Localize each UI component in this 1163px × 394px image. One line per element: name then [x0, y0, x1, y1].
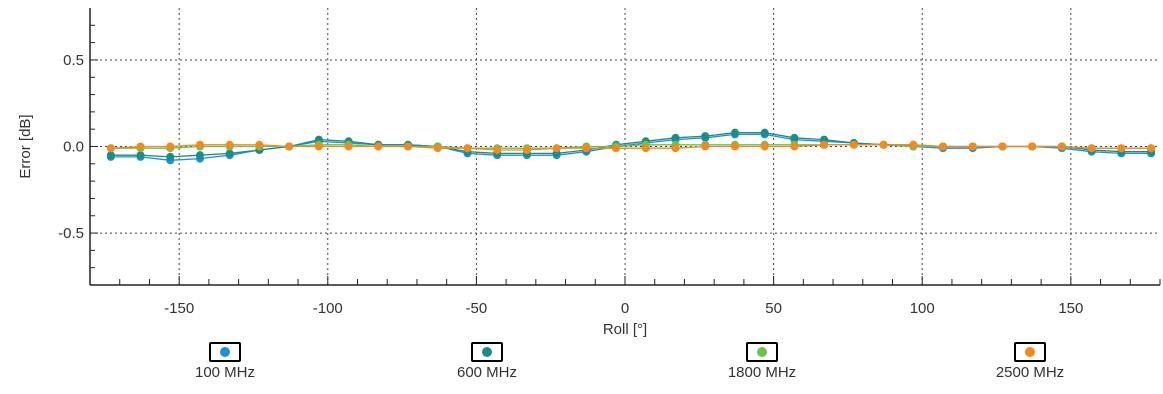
legend-label: 600 MHz [456, 364, 518, 381]
legend-label: 100 MHz [194, 364, 256, 381]
series-100-mhz [106, 130, 1156, 165]
data-point [404, 142, 413, 151]
data-point [225, 149, 234, 158]
legend-swatch [746, 342, 778, 362]
data-point [671, 133, 680, 142]
data-point [106, 151, 115, 160]
x-tick-label: -100 [313, 300, 343, 317]
legend-label: 2500 MHz [995, 364, 1065, 381]
x-tick-label: 0 [621, 300, 629, 317]
axes [89, 8, 1161, 286]
data-point [1117, 144, 1126, 153]
data-point [344, 142, 353, 151]
legend-marker [1025, 347, 1035, 357]
data-point [760, 128, 769, 137]
data-point [225, 140, 234, 149]
data-point [820, 140, 829, 149]
data-point [612, 144, 621, 153]
data-point [790, 142, 799, 151]
series-2500-mhz [106, 140, 1156, 154]
data-point [314, 142, 323, 151]
data-point [552, 144, 561, 153]
x-tick-label: 50 [765, 300, 782, 317]
data-point [285, 142, 294, 151]
data-point [195, 151, 204, 160]
data-point [582, 144, 591, 153]
legend-label: 1800 MHz [727, 364, 797, 381]
legend-swatch [1014, 342, 1046, 362]
data-point [760, 142, 769, 151]
x-axis-title: Roll [°] [603, 321, 647, 338]
y-tick-label: -0.5 [58, 225, 84, 242]
legend-item: 2500 MHz [960, 342, 1100, 381]
data-point [671, 144, 680, 153]
data-point [255, 140, 264, 149]
series-layer [106, 128, 1156, 165]
data-point [1028, 142, 1037, 151]
y-tick-label: 0.5 [63, 52, 84, 69]
data-point [106, 144, 115, 153]
y-axis-title: Error [dB] [17, 114, 34, 178]
data-point [701, 142, 710, 151]
data-point [641, 144, 650, 153]
data-point [730, 128, 739, 137]
data-point [136, 142, 145, 151]
data-point [909, 140, 918, 149]
data-point [522, 145, 531, 154]
legend-item: 600 MHz [417, 342, 557, 381]
data-point [730, 142, 739, 151]
data-point [166, 142, 175, 151]
data-point [166, 152, 175, 161]
data-point [879, 140, 888, 149]
x-tick-label: -150 [164, 300, 194, 317]
data-point [968, 142, 977, 151]
data-point [1057, 142, 1066, 151]
series-line [110, 133, 1152, 161]
data-point [849, 140, 858, 149]
data-point [195, 140, 204, 149]
legend-item: 100 MHz [155, 342, 295, 381]
data-point [374, 142, 383, 151]
data-point [1087, 144, 1096, 153]
x-tick-label: 100 [910, 300, 935, 317]
series-line [110, 144, 1152, 151]
data-point [998, 142, 1007, 151]
data-point [433, 144, 442, 153]
x-tick-label: 150 [1058, 300, 1083, 317]
data-point [136, 151, 145, 160]
line-chart: -150 -100 -50 0 50 100 150-0.50.00.5 Roll [°] … [17, 8, 1161, 338]
legend-swatch [471, 342, 503, 362]
x-tick-label: -50 [466, 300, 488, 317]
data-point [939, 142, 948, 151]
tick-labels: -150 -100 -50 0 50 100 150 -0.5 0.0 0.5 [58, 52, 1083, 317]
data-point [1147, 144, 1156, 153]
legend-marker [220, 347, 230, 357]
legend-swatch [209, 342, 241, 362]
data-point [701, 132, 710, 141]
y-tick-label: 0.0 [63, 139, 84, 156]
data-point [790, 133, 799, 142]
legend-marker [757, 347, 767, 357]
legend-marker [482, 347, 492, 357]
legend-item: 1800 MHz [692, 342, 832, 381]
data-point [493, 145, 502, 154]
data-point [463, 144, 472, 153]
legend: 100 MHz 600 MHz 1800 MHz 2500 MHz [0, 342, 1163, 394]
